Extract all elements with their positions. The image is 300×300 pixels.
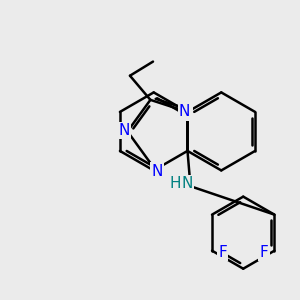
- Text: N: N: [182, 176, 193, 191]
- Text: N: N: [179, 104, 190, 119]
- Text: F: F: [260, 245, 268, 260]
- Text: F: F: [218, 245, 227, 260]
- Text: N: N: [119, 123, 130, 138]
- Text: H: H: [169, 176, 181, 191]
- Text: N: N: [151, 164, 162, 179]
- Text: N: N: [180, 104, 191, 119]
